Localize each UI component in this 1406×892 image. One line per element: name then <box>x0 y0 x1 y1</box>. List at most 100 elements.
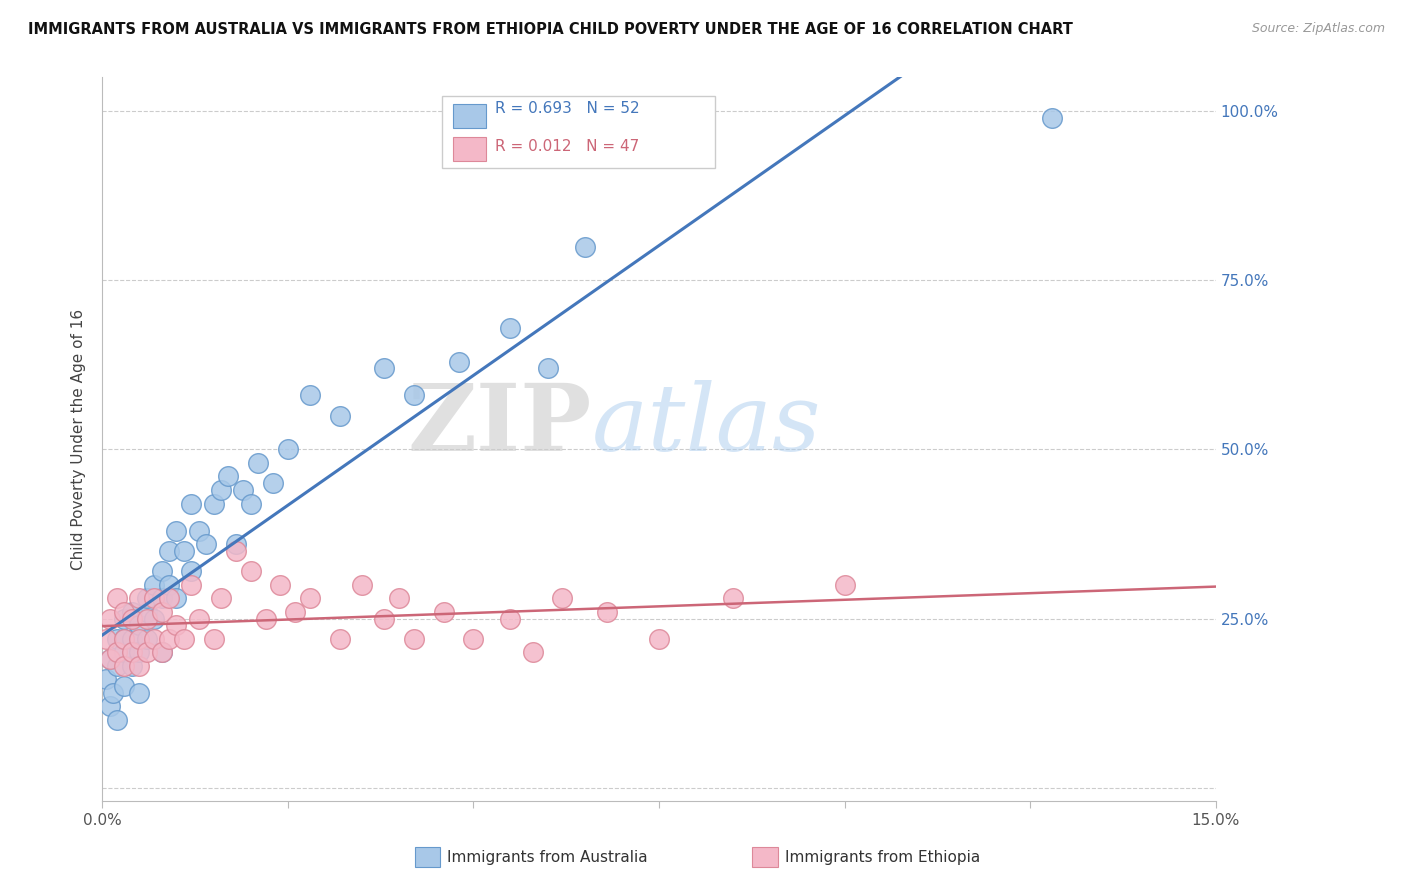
Point <box>128 591 150 606</box>
Point <box>536 361 558 376</box>
Point <box>350 577 373 591</box>
Point <box>105 645 128 659</box>
Point <box>128 632 150 646</box>
Point <box>232 483 254 497</box>
Point <box>157 591 180 606</box>
Point <box>433 605 456 619</box>
Point <box>98 699 121 714</box>
Point <box>105 658 128 673</box>
Point <box>195 537 218 551</box>
Point <box>150 591 173 606</box>
Point <box>121 611 143 625</box>
Point <box>165 524 187 538</box>
Point <box>173 632 195 646</box>
Point <box>1040 111 1063 125</box>
Point <box>121 632 143 646</box>
Point <box>277 442 299 457</box>
Point <box>447 354 470 368</box>
Point <box>114 632 136 646</box>
Point <box>114 605 136 619</box>
Text: Immigrants from Australia: Immigrants from Australia <box>447 850 648 864</box>
Point <box>121 658 143 673</box>
FancyBboxPatch shape <box>453 136 486 161</box>
Point <box>121 605 143 619</box>
Point <box>105 632 128 646</box>
Point <box>157 632 180 646</box>
Point <box>247 456 270 470</box>
Point <box>254 611 277 625</box>
Point <box>135 645 157 659</box>
Point <box>209 483 232 497</box>
Point <box>150 564 173 578</box>
Point <box>522 645 544 659</box>
Point <box>135 605 157 619</box>
Point <box>128 618 150 632</box>
Point <box>98 611 121 625</box>
Point <box>157 577 180 591</box>
Text: IMMIGRANTS FROM AUSTRALIA VS IMMIGRANTS FROM ETHIOPIA CHILD POVERTY UNDER THE AG: IMMIGRANTS FROM AUSTRALIA VS IMMIGRANTS … <box>28 22 1073 37</box>
Point <box>239 497 262 511</box>
Point <box>135 632 157 646</box>
Point <box>121 645 143 659</box>
Point <box>187 524 209 538</box>
Point <box>94 673 117 687</box>
Point <box>94 632 117 646</box>
Point <box>114 679 136 693</box>
Point <box>105 591 128 606</box>
Point <box>499 611 522 625</box>
Point <box>202 632 225 646</box>
Point <box>150 605 173 619</box>
Point <box>209 591 232 606</box>
Point <box>98 652 121 666</box>
Point <box>150 645 173 659</box>
Point <box>299 591 322 606</box>
Point <box>128 686 150 700</box>
Point <box>114 632 136 646</box>
Point <box>128 645 150 659</box>
Point <box>388 591 411 606</box>
Point <box>157 544 180 558</box>
Point <box>202 497 225 511</box>
Point <box>114 645 136 659</box>
Point <box>299 388 322 402</box>
Point <box>329 409 352 423</box>
Point <box>165 591 187 606</box>
Point <box>596 605 619 619</box>
Point <box>173 544 195 558</box>
Point <box>105 713 128 727</box>
Point <box>143 577 166 591</box>
Text: Source: ZipAtlas.com: Source: ZipAtlas.com <box>1251 22 1385 36</box>
Point <box>180 577 202 591</box>
Point <box>239 564 262 578</box>
FancyBboxPatch shape <box>441 95 714 168</box>
Text: Immigrants from Ethiopia: Immigrants from Ethiopia <box>785 850 980 864</box>
Point <box>143 611 166 625</box>
Text: R = 0.012   N = 47: R = 0.012 N = 47 <box>495 138 640 153</box>
Point <box>180 564 202 578</box>
Text: atlas: atlas <box>592 380 821 470</box>
Point <box>135 591 157 606</box>
Point <box>721 591 744 606</box>
Point <box>225 544 247 558</box>
Text: ZIP: ZIP <box>408 380 592 470</box>
Point <box>402 632 425 646</box>
FancyBboxPatch shape <box>453 104 486 128</box>
Point <box>165 618 187 632</box>
Point <box>143 632 166 646</box>
Point <box>225 537 247 551</box>
Point <box>128 658 150 673</box>
Point <box>648 632 671 646</box>
Point <box>135 611 157 625</box>
Point <box>463 632 485 646</box>
Point <box>114 658 136 673</box>
Point <box>150 645 173 659</box>
Point <box>499 320 522 334</box>
Point <box>98 652 121 666</box>
Point <box>103 686 125 700</box>
Point <box>217 469 239 483</box>
Point <box>551 591 574 606</box>
Y-axis label: Child Poverty Under the Age of 16: Child Poverty Under the Age of 16 <box>72 309 86 570</box>
Point <box>180 497 202 511</box>
Point <box>329 632 352 646</box>
Point <box>402 388 425 402</box>
